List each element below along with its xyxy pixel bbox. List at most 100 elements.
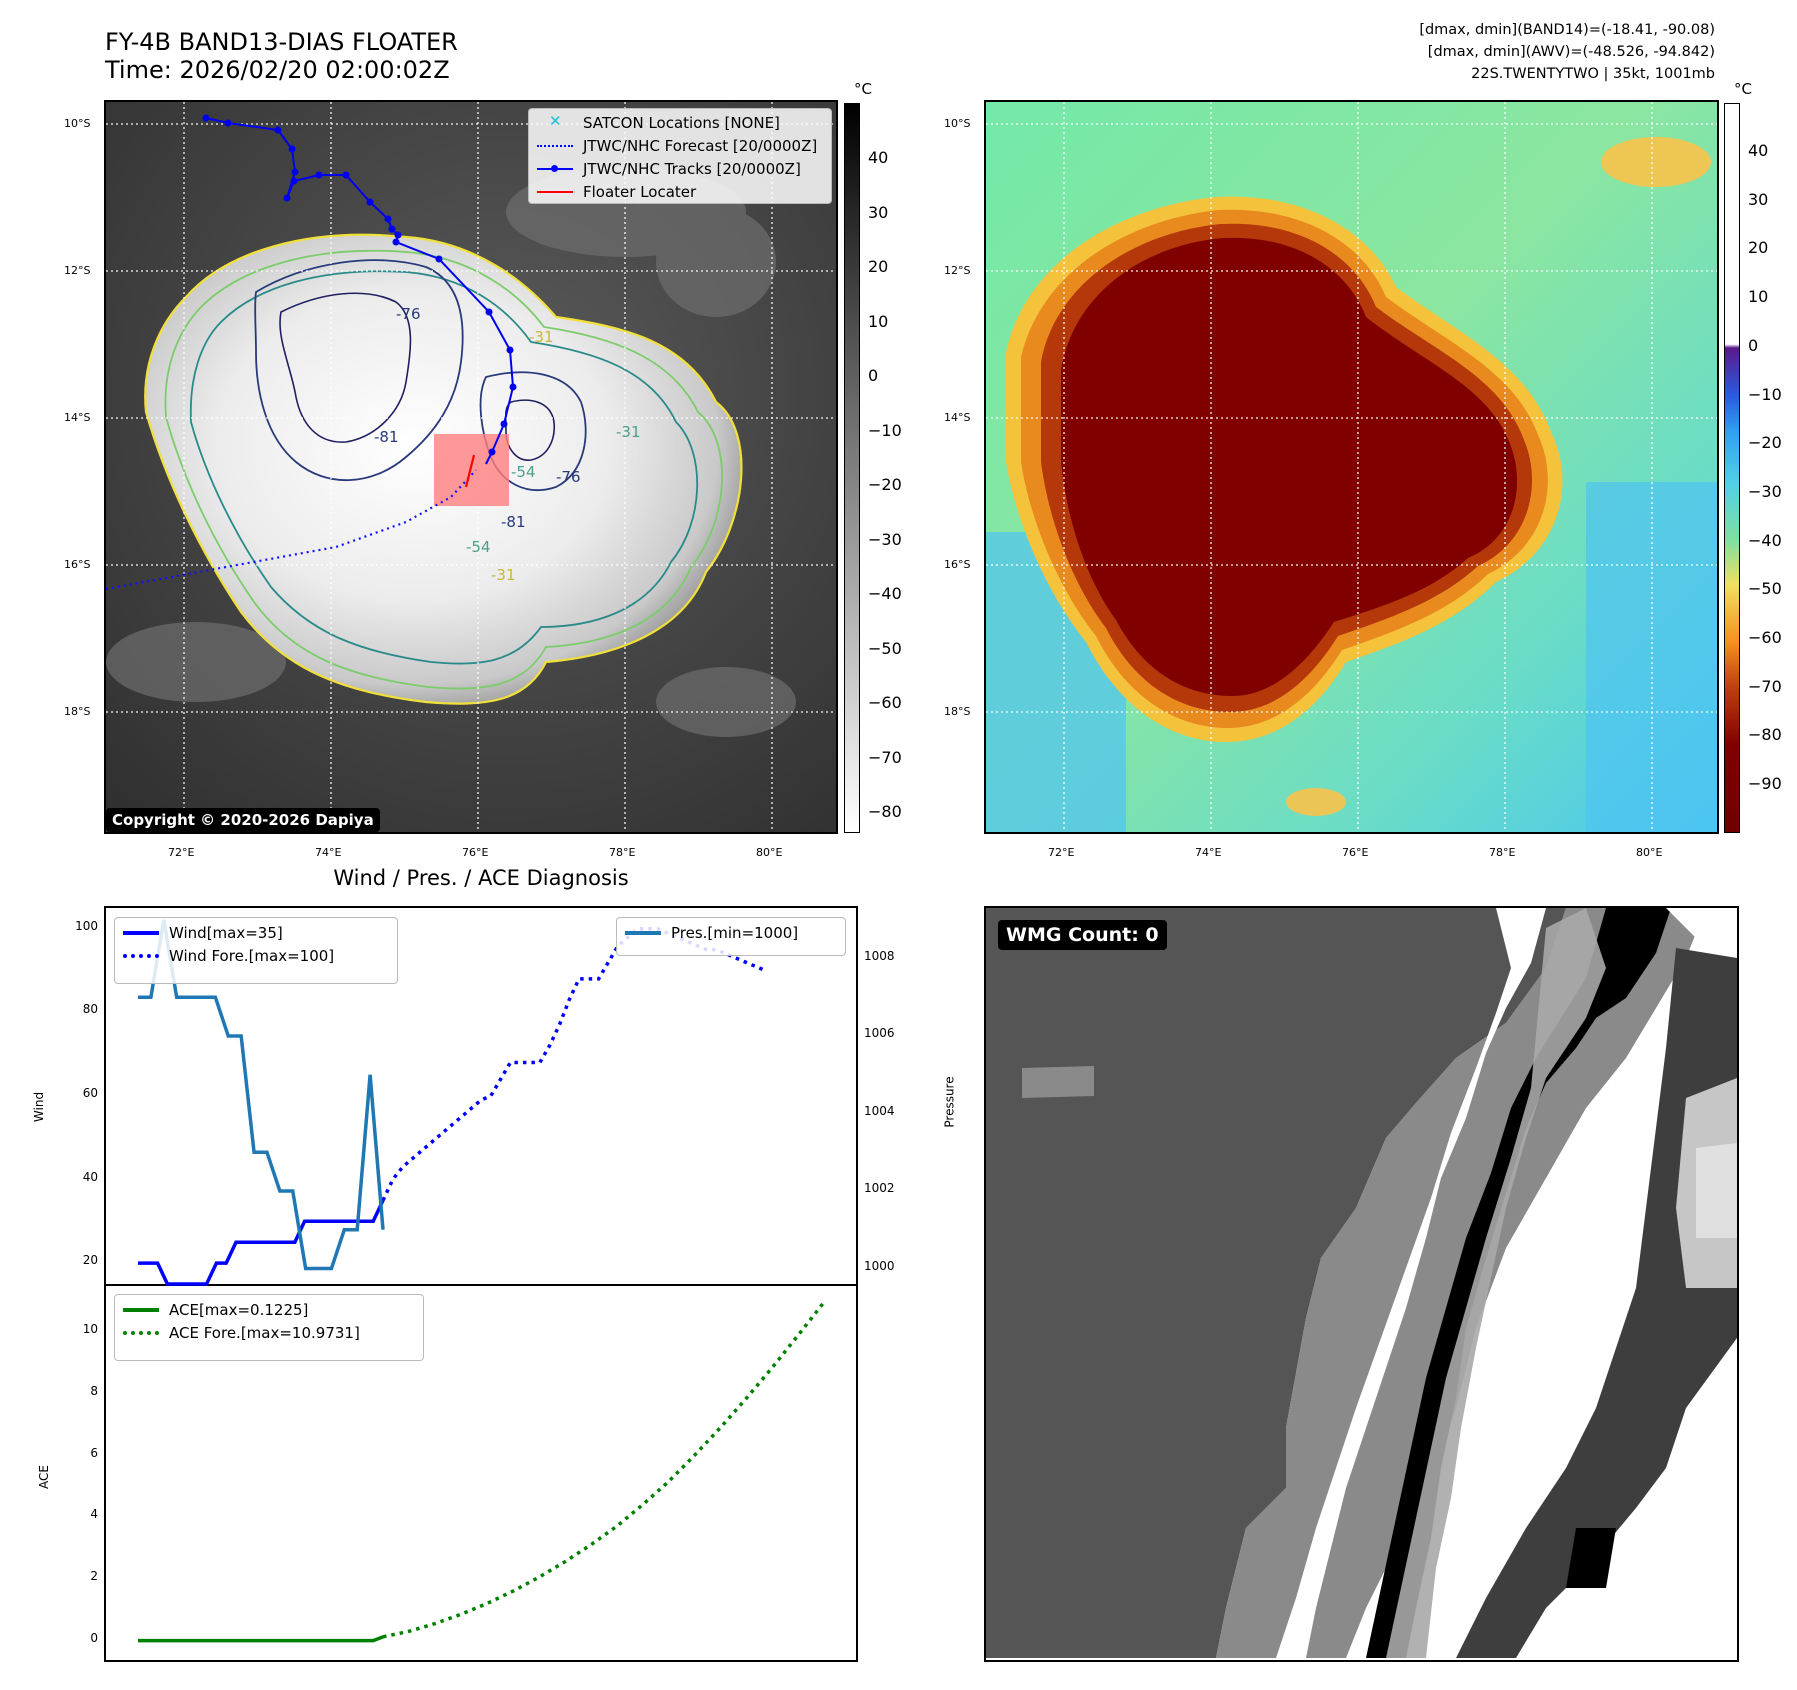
colorbar-tick: 30 — [1748, 189, 1769, 209]
legend-item: Wind Fore.[max=100] — [115, 944, 397, 967]
colorbar-tick: 30 — [868, 202, 889, 222]
legend-label: Wind Fore.[max=100] — [169, 946, 335, 965]
legend-label: JTWC/NHC Forecast [20/0000Z] — [583, 136, 818, 155]
colorbar-tick: −10 — [1748, 384, 1782, 404]
legend-item: Pres.[min=1000] — [617, 921, 845, 944]
lat-tick: 14°S — [944, 411, 971, 424]
wind-y-tick: 100 — [75, 918, 98, 933]
ace-axis-label: ACE — [36, 1465, 51, 1489]
colorbar-tick: −70 — [1748, 676, 1782, 696]
awv-satellite-map — [984, 100, 1719, 834]
dotted-line-icon — [537, 144, 573, 147]
pressure-axis-label: Pressure — [942, 1076, 957, 1128]
diagnosis-frame: Wind[max=35] Wind Fore.[max=100] Pres.[m… — [104, 906, 858, 1662]
figure-time: Time: 2026/02/20 02:00:02Z — [105, 56, 450, 84]
legend-item: JTWC/NHC Forecast [20/0000Z] — [529, 134, 831, 157]
ace-y-tick: 4 — [90, 1507, 98, 1522]
colorbar-tick: −30 — [1748, 481, 1782, 501]
legend-item: ACE Fore.[max=10.9731] — [115, 1321, 423, 1344]
colorbar-tick: 0 — [868, 366, 879, 385]
x-marker-icon: ✕ — [549, 111, 562, 130]
colorbar-tick: 0 — [1748, 335, 1759, 355]
legend-label: ACE Fore.[max=10.9731] — [169, 1323, 360, 1342]
contour-label: -54 — [466, 538, 491, 556]
pressure-y-tick: 1006 — [864, 1026, 895, 1040]
solid-line-icon — [123, 930, 159, 935]
lon-tick: 80°E — [756, 846, 783, 859]
wmg-image: WMG Count: 0 — [984, 906, 1739, 1662]
solid-line-icon — [123, 1307, 159, 1312]
legend-label: Floater Locater — [583, 182, 697, 201]
red-line-icon — [537, 190, 573, 193]
colorbar-tick: −50 — [1748, 579, 1782, 599]
contour-label: -54 — [511, 463, 536, 481]
lon-tick: 76°E — [1342, 846, 1369, 859]
colorbar-tick: 20 — [1748, 238, 1769, 258]
legend-item: Wind[max=35] — [115, 921, 397, 944]
lon-tick: 72°E — [1048, 846, 1075, 859]
pressure-y-tick: 1000 — [864, 1258, 895, 1273]
colorbar-tick: 40 — [868, 148, 889, 167]
lon-tick: 72°E — [168, 846, 195, 859]
colorbar-tick: −60 — [868, 693, 902, 712]
pressure-y-tick: 1008 — [864, 948, 895, 963]
solid-line-icon — [625, 930, 661, 935]
colorbar-tick: −50 — [868, 638, 902, 658]
ace-forecast-series-line — [382, 1301, 826, 1639]
colorbar-tick: −10 — [868, 420, 902, 440]
info-awv-range: [dmax, dmin](AWV)=(-48.526, -94.842) — [1427, 44, 1715, 60]
diagnosis-title: Wind / Pres. / ACE Diagnosis — [333, 866, 629, 890]
floater-locater — [464, 454, 476, 488]
ir-colorbar-unit: °C — [854, 80, 872, 98]
lat-tick: 12°S — [944, 264, 971, 277]
lat-tick: 18°S — [944, 705, 971, 718]
awv-colorbar-unit: °C — [1734, 80, 1752, 98]
dotted-line-icon — [123, 953, 159, 958]
wind-series-line — [138, 1199, 385, 1286]
wind-y-tick: 80 — [82, 1002, 98, 1017]
info-storm-summary: 22S.TWENTYTWO | 35kt, 1001mb — [1471, 66, 1715, 82]
lat-tick: 16°S — [944, 558, 971, 571]
lon-tick: 78°E — [1489, 846, 1516, 859]
legend-label: ACE[max=0.1225] — [169, 1300, 309, 1319]
copyright-badge: Copyright © 2020-2026 Dapiya — [106, 808, 380, 832]
legend-item: ACE[max=0.1225] — [115, 1298, 423, 1321]
contour-label: -76 — [556, 468, 581, 486]
contour-label: -81 — [501, 513, 526, 531]
colorbar-tick: 10 — [868, 311, 889, 331]
floater-box — [434, 434, 509, 506]
wind-axis-label-text: Wind — [32, 1091, 47, 1123]
wind-legend: Wind[max=35] Wind Fore.[max=100] — [114, 917, 398, 984]
lon-tick: 78°E — [609, 846, 636, 859]
ir-colorbar — [844, 103, 860, 833]
colorbar-tick: 40 — [1748, 141, 1769, 160]
contour-label: -31 — [529, 328, 554, 346]
ace-y-tick: 8 — [90, 1383, 98, 1398]
ace-y-tick: 2 — [90, 1568, 98, 1583]
ir-satellite-map: -76 -81 -76 -81 -31 -31 -54 -54 -31 — [104, 100, 838, 834]
legend-item: Floater Locater — [529, 180, 831, 203]
colorbar-tick: −70 — [868, 747, 902, 767]
lon-tick: 74°E — [315, 846, 342, 859]
colorbar-tick: 20 — [868, 257, 889, 276]
contour-label: -31 — [491, 566, 516, 584]
forecast-track — [106, 469, 477, 591]
legend-label: JTWC/NHC Tracks [20/0000Z] — [583, 159, 801, 178]
colorbar-tick: −20 — [868, 475, 902, 494]
lat-tick: 12°S — [64, 264, 91, 277]
legend-label: SATCON Locations [NONE] — [583, 113, 780, 132]
lon-tick: 76°E — [462, 846, 489, 859]
wind-y-tick: 60 — [82, 1085, 98, 1100]
wind-y-tick: 40 — [82, 1169, 98, 1184]
pressure-y-tick: 1004 — [864, 1103, 895, 1118]
lat-tick: 16°S — [64, 558, 91, 571]
wind-forecast-series-line — [381, 926, 766, 1202]
legend-label: Wind[max=35] — [169, 923, 283, 942]
lat-tick: 14°S — [64, 411, 91, 424]
colorbar-tick: 10 — [1748, 287, 1769, 307]
legend-item: ✕ SATCON Locations [NONE] — [529, 111, 831, 134]
awv-colorbar — [1724, 103, 1740, 833]
figure-title: FY-4B BAND13-DIAS FLOATER — [105, 28, 458, 56]
colorbar-tick: −40 — [1748, 530, 1782, 550]
ace-y-tick: 10 — [82, 1322, 98, 1337]
